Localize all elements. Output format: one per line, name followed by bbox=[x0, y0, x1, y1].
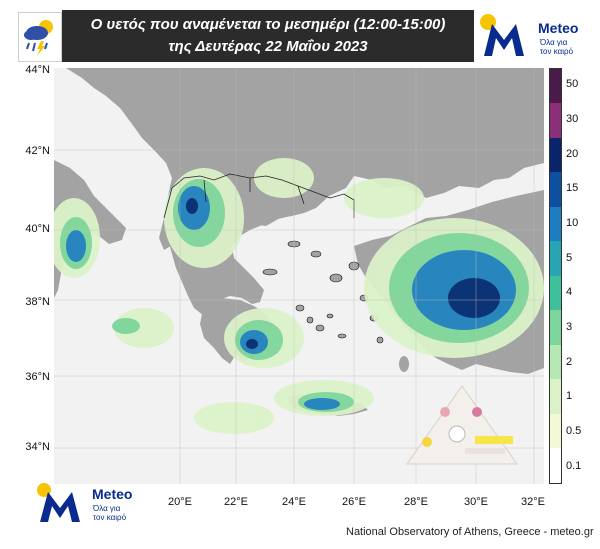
lon-label-20: 20°E bbox=[168, 496, 192, 508]
colorbar-swatch bbox=[550, 379, 561, 414]
colorbar-swatch bbox=[550, 103, 561, 138]
meteo-logo-top: Meteo Όλα για τον καιρό bbox=[478, 10, 593, 62]
colorbar-label: 2 bbox=[566, 355, 573, 368]
title-line-2: της Δευτέρας 22 Μαΐου 2023 bbox=[168, 38, 368, 55]
lon-label-28: 28°E bbox=[404, 496, 428, 508]
logo-tagline-2: τον καιρό bbox=[540, 47, 574, 56]
colorbar-label: 3 bbox=[566, 321, 573, 333]
country-borders bbox=[163, 173, 355, 219]
colorbar-swatch bbox=[550, 241, 561, 276]
colorbar-swatch bbox=[550, 69, 561, 104]
colorbar-swatch bbox=[550, 206, 561, 242]
meteo-logo-bottom: Meteo Όλα για τον καιρό bbox=[36, 480, 141, 528]
colorbar-label: 5 bbox=[566, 251, 573, 264]
colorbar-swatch bbox=[550, 172, 561, 207]
weather-icon-box bbox=[18, 12, 62, 62]
colorbar-swatch bbox=[550, 275, 561, 311]
rain-cloud-icon bbox=[24, 20, 53, 56]
logo-wordmark: Meteo bbox=[538, 20, 579, 36]
lat-label-38: 38°N bbox=[25, 296, 50, 308]
logo-tagline-1-bottom: Όλα για bbox=[93, 504, 121, 513]
colorbar-swatch bbox=[550, 344, 561, 380]
lon-label-32: 32°E bbox=[521, 496, 545, 508]
lat-label-36: 36°N bbox=[25, 371, 50, 383]
colorbar-swatch bbox=[550, 137, 561, 173]
meteo-logo-icon-bottom bbox=[37, 483, 80, 522]
colorbar-label: 15 bbox=[566, 182, 579, 195]
colorbar-label: 0.5 bbox=[566, 425, 582, 437]
logo-tagline-1: Όλα για bbox=[540, 38, 568, 47]
colorbar-label: 10 bbox=[566, 217, 579, 229]
graticule bbox=[54, 68, 544, 484]
lon-label-26: 26°E bbox=[342, 496, 366, 508]
logo-tagline-2-bottom: τον καιρό bbox=[93, 513, 127, 522]
colorbar-label: 1 bbox=[566, 390, 573, 403]
map-canvas bbox=[54, 68, 544, 484]
precipitation-colorbar bbox=[549, 68, 562, 484]
precip-very-heavy bbox=[186, 198, 500, 349]
colorbar-label: 0.1 bbox=[566, 459, 582, 472]
lon-label-22: 22°E bbox=[224, 496, 248, 508]
lat-label-44: 44°N bbox=[25, 64, 50, 76]
colorbar-label: 4 bbox=[566, 286, 573, 299]
land-rhodes bbox=[399, 356, 409, 372]
colorbar-label: 50 bbox=[566, 78, 579, 91]
meteo-logo-icon bbox=[480, 14, 524, 56]
rain-intensity-legend bbox=[405, 384, 520, 466]
colorbar-swatch bbox=[550, 310, 561, 345]
lon-label-30: 30°E bbox=[464, 496, 488, 508]
intensity-triangle-icon bbox=[406, 385, 518, 465]
lat-label-42: 42°N bbox=[25, 145, 50, 157]
colorbar-label: 30 bbox=[566, 113, 579, 125]
lat-label-40: 40°N bbox=[25, 223, 50, 235]
colorbar-swatch bbox=[550, 448, 561, 483]
title-line-1: Ο υετός που αναμένεται το μεσημέρι (12:0… bbox=[90, 16, 446, 33]
colorbar-label: 20 bbox=[566, 147, 579, 160]
lat-label-34: 34°N bbox=[25, 441, 50, 453]
logo-wordmark-bottom: Meteo bbox=[92, 486, 133, 502]
footer-credit: National Observatory of Athens, Greece -… bbox=[346, 526, 594, 538]
lon-label-24: 24°E bbox=[282, 496, 306, 508]
title-bar: Ο υετός που αναμένεται το μεσημέρι (12:0… bbox=[62, 10, 474, 62]
colorbar-swatch bbox=[550, 413, 561, 449]
precipitation-map bbox=[54, 68, 544, 484]
